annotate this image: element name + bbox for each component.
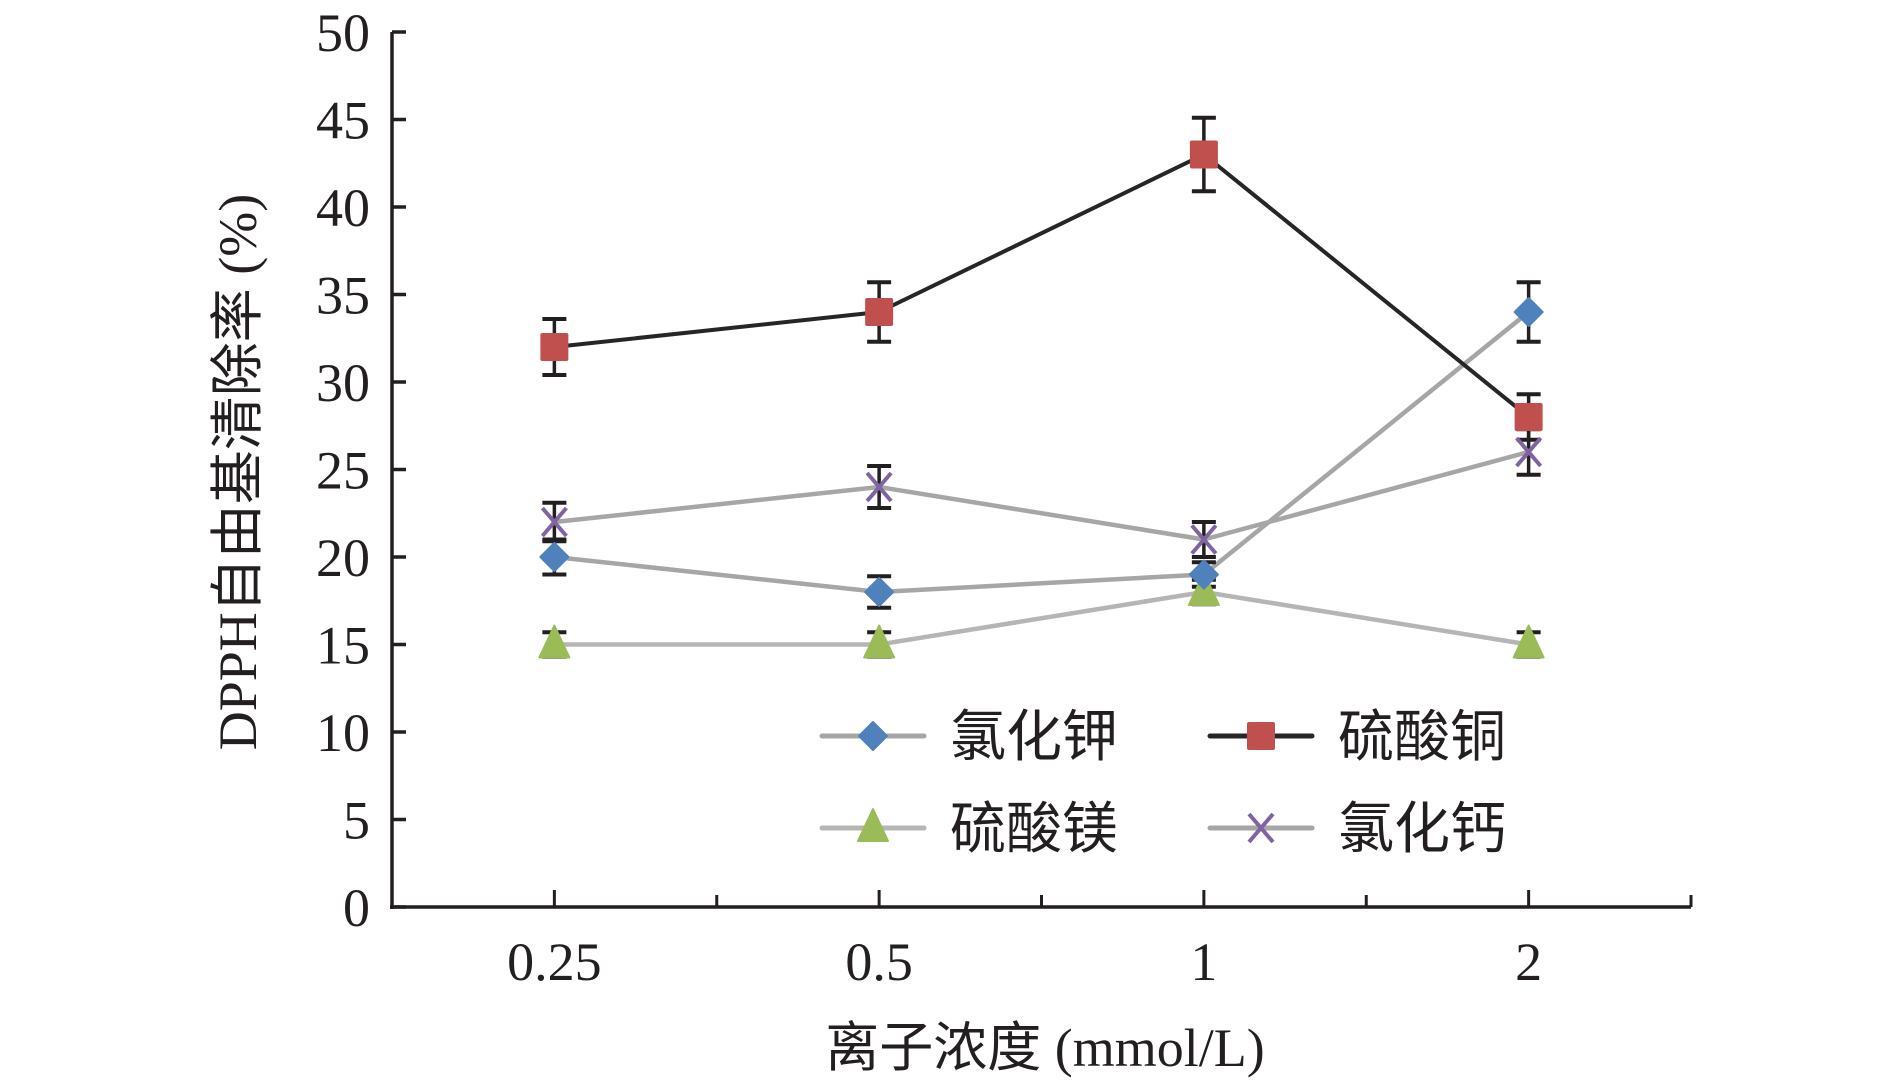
data-markers <box>538 140 1545 659</box>
data-point-x <box>1190 524 1218 555</box>
legend-label: 硫酸镁 <box>950 799 1118 861</box>
x-stroke <box>540 506 568 538</box>
x-stroke <box>1190 524 1218 555</box>
x-stroke <box>1247 812 1275 844</box>
legend-marker-square <box>1247 722 1275 750</box>
data-point-triangle <box>863 624 896 659</box>
y-tick-label: 35 <box>316 266 370 326</box>
y-tick-label: 0 <box>343 878 370 938</box>
data-point-x <box>1515 436 1543 468</box>
legend-item: 氯化钙 <box>1207 799 1506 861</box>
legend-label: 硫酸铜 <box>1338 707 1506 769</box>
y-tick-label: 40 <box>316 178 370 238</box>
series-line-1 <box>554 310 1531 595</box>
x-tick-label: 1 <box>1190 932 1217 992</box>
data-point-triangle <box>538 624 571 659</box>
y-axis-title: DPPH自由基清除率 (%) <box>208 194 268 751</box>
x-axis-title: 离子浓度 (mmol/L) <box>825 1018 1264 1078</box>
legend-marker-x <box>1247 812 1275 844</box>
y-tick-label: 10 <box>316 703 370 763</box>
x-tick-label: 0.25 <box>507 932 602 992</box>
y-tick-label: 15 <box>316 616 370 676</box>
legend-item: 硫酸镁 <box>819 799 1118 861</box>
legend-item: 氯化钾 <box>819 707 1118 769</box>
legend-label: 氯化钾 <box>950 707 1118 769</box>
data-point-diamond <box>1188 559 1219 590</box>
x-stroke <box>865 471 893 503</box>
legend-label: 氯化钙 <box>1338 799 1506 861</box>
series-line-4 <box>554 449 1530 542</box>
data-point-diamond <box>864 577 895 607</box>
y-tick-label: 30 <box>316 353 370 413</box>
y-tick-label: 5 <box>343 791 370 851</box>
data-point-diamond <box>1513 297 1544 327</box>
y-tick-label: 20 <box>316 528 370 588</box>
series-lines <box>554 152 1531 647</box>
data-point-square <box>540 333 569 361</box>
series-line-2 <box>554 152 1530 419</box>
x-tick-labels: 0.25 0.5 1 2 <box>507 932 1542 992</box>
x-stroke <box>1515 436 1543 468</box>
x-tick-label: 2 <box>1515 932 1542 992</box>
legend-marker-diamond <box>858 721 888 751</box>
data-point-x <box>865 471 893 503</box>
data-point-diamond <box>539 542 570 572</box>
error-bars <box>542 115 1541 659</box>
y-tick-label: 50 <box>316 3 370 63</box>
data-point-triangle <box>1512 624 1545 659</box>
series-line-3 <box>554 589 1529 647</box>
data-point-square <box>1189 140 1218 169</box>
data-point-square <box>865 298 894 326</box>
legend-item: 硫酸铜 <box>1207 707 1506 769</box>
y-tick-label: 25 <box>316 441 370 501</box>
axes <box>390 30 1693 909</box>
y-tick-label: 45 <box>316 91 370 151</box>
data-point-x <box>540 506 568 538</box>
x-tick-label: 0.5 <box>845 932 913 992</box>
y-tick-labels: 0 5 10 15 20 25 30 35 40 45 50 <box>316 3 370 938</box>
data-point-square <box>1514 403 1543 431</box>
legend-marker-triangle <box>857 808 889 842</box>
